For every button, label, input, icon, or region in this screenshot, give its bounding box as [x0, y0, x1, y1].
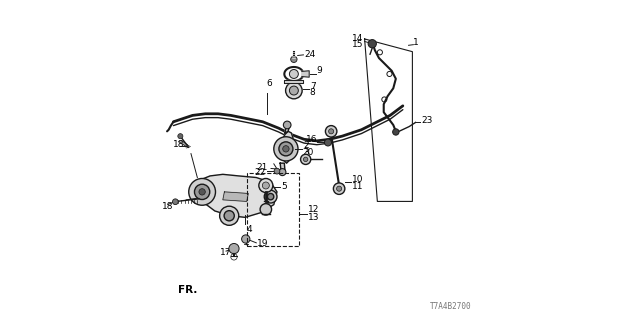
Polygon shape: [284, 80, 303, 83]
Text: 23: 23: [421, 116, 433, 125]
Text: 20: 20: [303, 148, 314, 157]
Circle shape: [284, 121, 291, 129]
Circle shape: [328, 129, 333, 134]
Circle shape: [393, 129, 399, 135]
Text: 6: 6: [266, 79, 272, 88]
Circle shape: [264, 190, 277, 203]
Polygon shape: [285, 123, 290, 133]
Circle shape: [325, 125, 337, 137]
Circle shape: [303, 157, 308, 162]
Text: T7A4B2700: T7A4B2700: [429, 302, 471, 311]
Text: 7: 7: [310, 82, 316, 91]
Text: 14: 14: [352, 34, 364, 43]
Circle shape: [368, 40, 376, 48]
Text: 22: 22: [255, 168, 266, 177]
Circle shape: [178, 134, 183, 139]
Circle shape: [259, 179, 273, 193]
Text: 24: 24: [304, 50, 316, 59]
Text: 19: 19: [257, 239, 268, 248]
Text: 18: 18: [173, 140, 185, 148]
Circle shape: [224, 211, 234, 221]
Circle shape: [324, 139, 332, 146]
Text: 16: 16: [306, 135, 317, 144]
Circle shape: [279, 142, 293, 156]
Circle shape: [274, 168, 280, 174]
Polygon shape: [280, 131, 294, 163]
Circle shape: [279, 169, 286, 176]
Circle shape: [262, 182, 269, 189]
Text: 17: 17: [220, 248, 231, 257]
Circle shape: [260, 204, 271, 215]
Circle shape: [195, 184, 210, 199]
Circle shape: [283, 146, 289, 152]
Circle shape: [189, 179, 216, 205]
Text: 18: 18: [163, 202, 174, 211]
Circle shape: [289, 69, 298, 78]
Text: 9: 9: [317, 66, 323, 75]
Circle shape: [333, 183, 345, 195]
Circle shape: [274, 137, 298, 161]
Text: 5: 5: [281, 182, 287, 191]
Circle shape: [173, 199, 178, 204]
Circle shape: [199, 189, 205, 195]
Circle shape: [337, 186, 342, 191]
Circle shape: [285, 82, 302, 99]
Polygon shape: [194, 174, 277, 217]
Text: 15: 15: [352, 40, 364, 49]
Circle shape: [220, 206, 239, 225]
Text: 3: 3: [303, 148, 309, 157]
Text: 21: 21: [256, 163, 268, 172]
Circle shape: [301, 154, 311, 164]
Text: 10: 10: [352, 175, 364, 184]
Text: 8: 8: [310, 88, 316, 97]
Bar: [246, 173, 300, 246]
Circle shape: [229, 244, 239, 254]
Text: 11: 11: [352, 182, 364, 191]
Text: FR.: FR.: [177, 285, 197, 295]
Circle shape: [291, 56, 297, 62]
Text: 1: 1: [413, 38, 419, 47]
Circle shape: [289, 86, 298, 95]
Circle shape: [242, 235, 250, 243]
Text: 12: 12: [308, 205, 319, 214]
Polygon shape: [302, 71, 309, 77]
Circle shape: [268, 194, 274, 200]
Text: 13: 13: [308, 213, 319, 222]
Polygon shape: [280, 163, 285, 172]
Text: 4: 4: [246, 225, 252, 234]
Text: 2: 2: [303, 141, 308, 150]
Polygon shape: [223, 192, 248, 201]
